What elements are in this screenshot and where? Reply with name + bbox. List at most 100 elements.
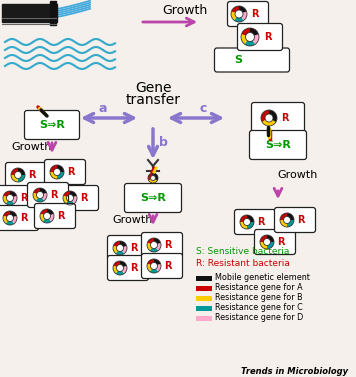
- FancyBboxPatch shape: [235, 210, 276, 234]
- Wedge shape: [40, 188, 47, 194]
- Wedge shape: [154, 238, 161, 244]
- FancyBboxPatch shape: [237, 23, 283, 51]
- Wedge shape: [6, 201, 14, 205]
- FancyBboxPatch shape: [108, 256, 148, 280]
- FancyBboxPatch shape: [35, 204, 75, 228]
- Wedge shape: [153, 173, 158, 181]
- Wedge shape: [12, 196, 17, 204]
- Wedge shape: [260, 235, 267, 242]
- Wedge shape: [262, 120, 276, 126]
- Wedge shape: [147, 259, 154, 265]
- Wedge shape: [11, 168, 18, 175]
- Text: R: R: [281, 113, 289, 123]
- Wedge shape: [57, 172, 64, 179]
- Wedge shape: [267, 235, 274, 242]
- Wedge shape: [11, 175, 18, 182]
- Wedge shape: [147, 264, 152, 272]
- Wedge shape: [260, 242, 267, 249]
- Wedge shape: [63, 196, 68, 204]
- Text: Growth: Growth: [278, 170, 318, 180]
- Wedge shape: [47, 209, 54, 215]
- Wedge shape: [269, 110, 277, 122]
- Wedge shape: [36, 198, 44, 202]
- Text: R: R: [164, 261, 172, 271]
- FancyBboxPatch shape: [27, 182, 68, 207]
- FancyBboxPatch shape: [255, 230, 295, 254]
- Wedge shape: [6, 221, 14, 225]
- Text: b: b: [158, 136, 167, 150]
- Wedge shape: [3, 191, 10, 197]
- Text: R: R: [264, 32, 272, 42]
- Wedge shape: [113, 246, 118, 254]
- Wedge shape: [253, 34, 259, 44]
- Text: Mobile genetic element: Mobile genetic element: [215, 273, 310, 282]
- Text: R: R: [251, 9, 259, 19]
- FancyBboxPatch shape: [2, 4, 57, 22]
- Wedge shape: [147, 238, 154, 244]
- Wedge shape: [49, 214, 54, 222]
- Text: Resistance gene for B: Resistance gene for B: [215, 294, 303, 302]
- Wedge shape: [122, 246, 127, 254]
- FancyBboxPatch shape: [250, 130, 307, 159]
- Text: Resistance gene for D: Resistance gene for D: [215, 314, 303, 322]
- Wedge shape: [63, 191, 70, 197]
- Wedge shape: [280, 220, 287, 227]
- Wedge shape: [239, 6, 247, 13]
- Text: S: S: [234, 55, 242, 65]
- FancyBboxPatch shape: [0, 205, 38, 230]
- Text: R: R: [80, 193, 88, 203]
- Wedge shape: [280, 213, 287, 220]
- Text: S⇒R: S⇒R: [140, 193, 166, 203]
- Wedge shape: [70, 191, 77, 197]
- FancyBboxPatch shape: [196, 306, 212, 311]
- FancyBboxPatch shape: [58, 185, 99, 210]
- Wedge shape: [116, 271, 124, 275]
- Wedge shape: [3, 211, 10, 217]
- Wedge shape: [50, 165, 57, 172]
- Text: R: R: [67, 167, 75, 177]
- Wedge shape: [147, 243, 152, 251]
- Text: R: Resistant bacteria: R: Resistant bacteria: [196, 259, 290, 268]
- FancyBboxPatch shape: [108, 236, 148, 261]
- FancyBboxPatch shape: [215, 48, 289, 72]
- Text: R: R: [164, 240, 172, 250]
- Wedge shape: [120, 241, 127, 247]
- Wedge shape: [116, 251, 124, 255]
- Wedge shape: [240, 222, 247, 229]
- Text: R: R: [130, 263, 138, 273]
- Text: R: R: [257, 217, 265, 227]
- Text: R: R: [20, 193, 28, 203]
- Wedge shape: [57, 165, 64, 172]
- FancyBboxPatch shape: [227, 2, 268, 26]
- FancyBboxPatch shape: [141, 233, 183, 257]
- Wedge shape: [240, 215, 247, 222]
- FancyBboxPatch shape: [25, 110, 79, 139]
- Wedge shape: [287, 213, 294, 220]
- Text: S⇒R: S⇒R: [265, 140, 291, 150]
- Text: Resistance gene for A: Resistance gene for A: [215, 284, 303, 293]
- Wedge shape: [33, 193, 38, 201]
- Wedge shape: [43, 219, 51, 223]
- Text: Resistance gene for C: Resistance gene for C: [215, 303, 303, 313]
- FancyBboxPatch shape: [196, 286, 212, 291]
- Wedge shape: [247, 215, 254, 222]
- FancyBboxPatch shape: [196, 316, 212, 321]
- FancyBboxPatch shape: [44, 159, 85, 184]
- Wedge shape: [287, 220, 294, 227]
- Wedge shape: [113, 261, 120, 267]
- Wedge shape: [42, 193, 47, 201]
- Text: R: R: [277, 237, 285, 247]
- Text: S: Sensitive bacteria: S: Sensitive bacteria: [196, 247, 289, 256]
- Text: R: R: [28, 170, 36, 180]
- Text: S⇒R: S⇒R: [39, 120, 65, 130]
- Wedge shape: [18, 168, 25, 175]
- Wedge shape: [122, 266, 127, 274]
- Wedge shape: [10, 211, 17, 217]
- Text: Gene: Gene: [135, 81, 171, 95]
- Wedge shape: [241, 28, 250, 35]
- Wedge shape: [150, 248, 158, 252]
- Text: Trends in Microbiology: Trends in Microbiology: [241, 368, 348, 377]
- Wedge shape: [241, 12, 247, 20]
- Text: transfer: transfer: [126, 93, 180, 107]
- Wedge shape: [66, 201, 74, 205]
